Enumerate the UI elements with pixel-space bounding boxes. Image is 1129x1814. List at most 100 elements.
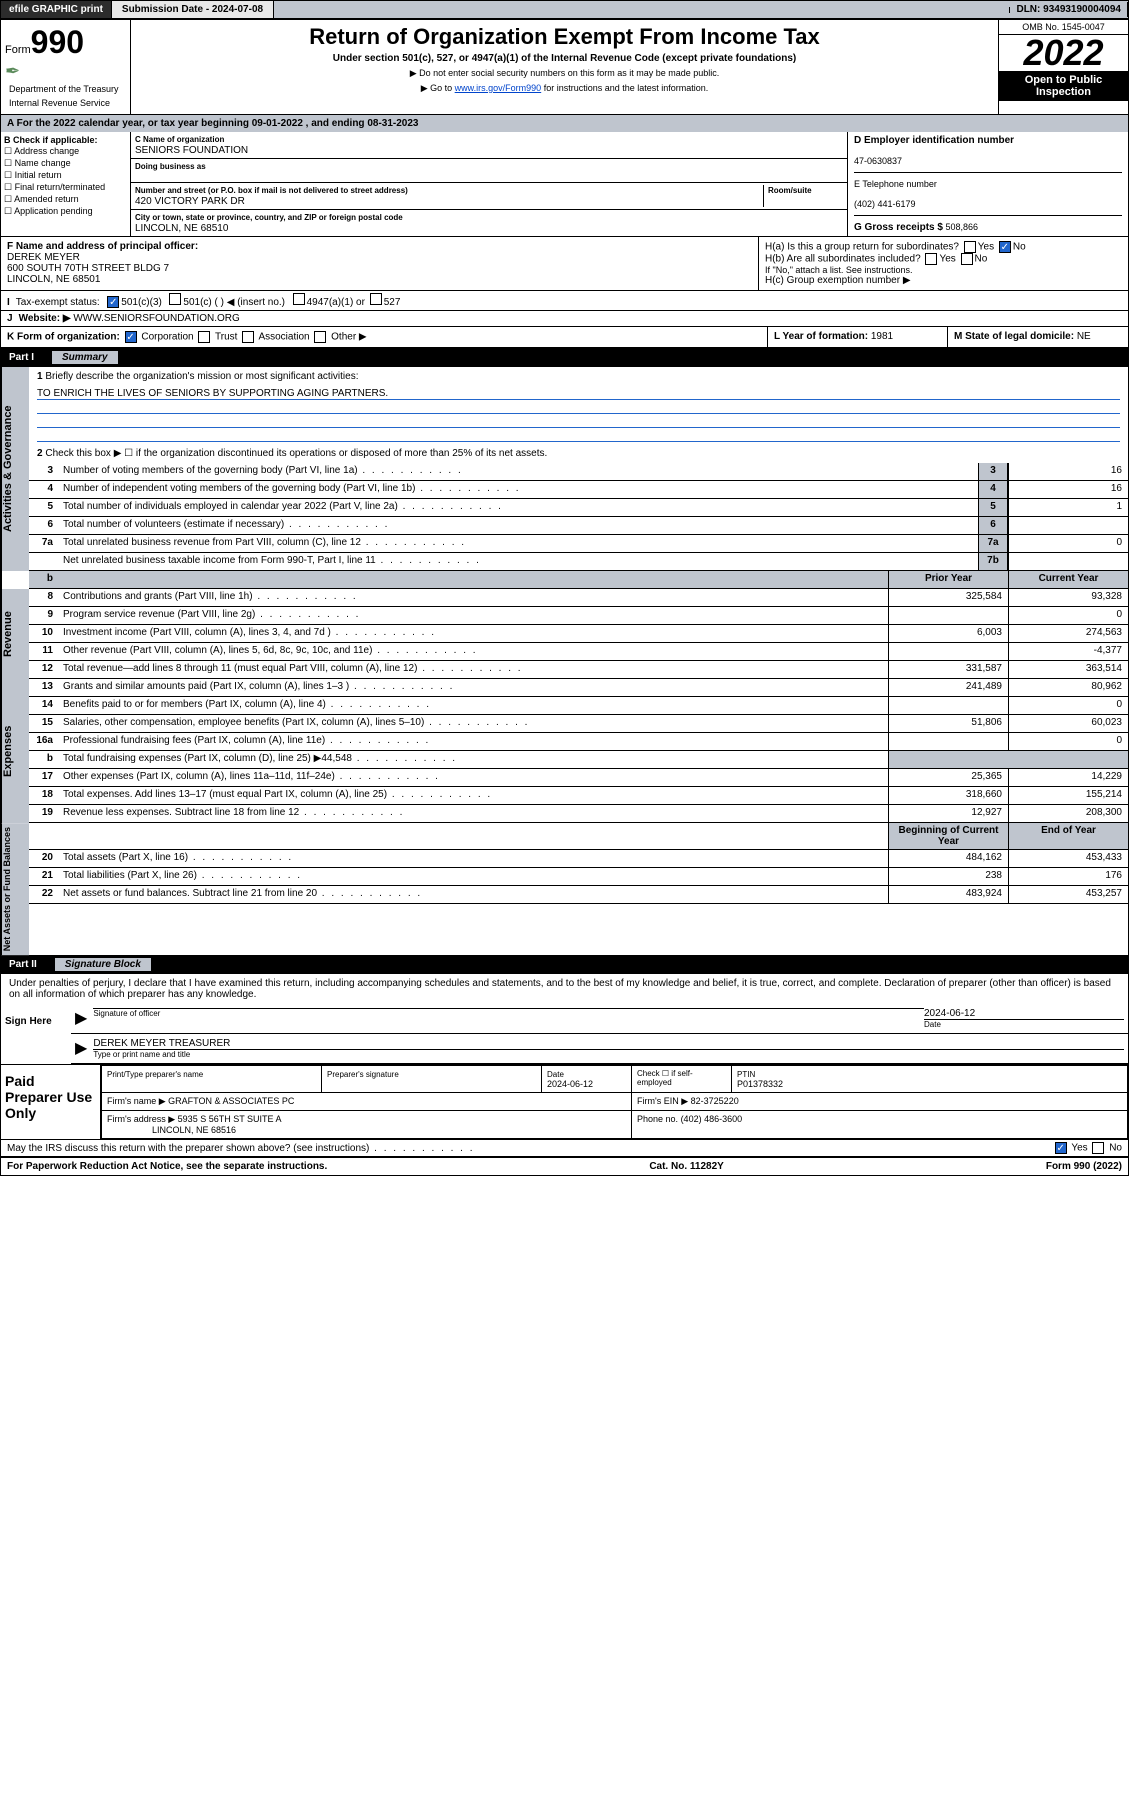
chk-address[interactable]: Address change xyxy=(4,146,127,157)
data-row: 7aTotal unrelated business revenue from … xyxy=(29,535,1128,553)
firm-addr: 5935 S 56TH ST SUITE A xyxy=(178,1114,282,1124)
dept: Department of the Treasury xyxy=(5,82,126,96)
chk-amended[interactable]: Amended return xyxy=(4,194,127,205)
data-row: 3Number of voting members of the governi… xyxy=(29,463,1128,481)
data-row: 19Revenue less expenses. Subtract line 1… xyxy=(29,805,1128,823)
side-governance: Activities & Governance xyxy=(1,367,29,571)
data-row: Net unrelated business taxable income fr… xyxy=(29,553,1128,571)
section-l: L Year of formation: 1981 xyxy=(768,327,948,347)
section-m: M State of legal domicile: NE xyxy=(948,327,1128,347)
col-headers-rev: b Prior Year Current Year xyxy=(29,571,1128,589)
data-row: 21Total liabilities (Part X, line 26)238… xyxy=(29,868,1128,886)
prep-phone: (402) 486-3600 xyxy=(681,1114,743,1124)
phone: (402) 441-6179 xyxy=(854,199,916,209)
org-name: SENIORS FOUNDATION xyxy=(135,145,248,156)
discuss-line: May the IRS discuss this return with the… xyxy=(1,1140,1128,1157)
prep-date: 2024-06-12 xyxy=(547,1079,593,1089)
section-deg: D Employer identification number 47-0630… xyxy=(848,132,1128,236)
sig-date: 2024-06-12 xyxy=(924,1008,975,1019)
sig-officer-label: Signature of officer xyxy=(93,1008,924,1018)
firm-name: GRAFTON & ASSOCIATES PC xyxy=(168,1096,294,1106)
chk-corp[interactable]: ✓ xyxy=(125,331,137,343)
gross-receipts: 508,866 xyxy=(945,222,978,232)
data-row: 13Grants and similar amounts paid (Part … xyxy=(29,679,1128,697)
firm-ein: 82-3725220 xyxy=(691,1096,739,1106)
paid-preparer-block: Paid Preparer Use Only Print/Type prepar… xyxy=(1,1065,1128,1140)
data-row: 14Benefits paid to or for members (Part … xyxy=(29,697,1128,715)
data-row: 22Net assets or fund balances. Subtract … xyxy=(29,886,1128,904)
form-number: 990 xyxy=(31,24,84,60)
l1-label: Briefly describe the organization's miss… xyxy=(45,371,358,382)
city: LINCOLN, NE 68510 xyxy=(135,223,228,234)
website: WWW.SENIORSFOUNDATION.ORG xyxy=(73,313,239,324)
tax-year: 2022 xyxy=(999,35,1128,71)
hb-no[interactable] xyxy=(961,253,973,265)
data-row: 6Total number of volunteers (estimate if… xyxy=(29,517,1128,535)
page-footer: For Paperwork Reduction Act Notice, see … xyxy=(1,1157,1128,1175)
top-toolbar: efile GRAPHIC print Submission Date - 20… xyxy=(0,0,1129,19)
ha-no[interactable]: ✓ xyxy=(999,241,1011,253)
chk-final[interactable]: Final return/terminated xyxy=(4,182,127,193)
col-headers-net: Beginning of Current Year End of Year xyxy=(29,823,1128,850)
arrow-icon: ▶ xyxy=(75,1008,87,1029)
side-revenue: Revenue xyxy=(1,589,29,679)
part2-header: Part II Signature Block xyxy=(1,955,1128,974)
l2-label: Check this box ▶ ☐ if the organization d… xyxy=(45,448,547,459)
chk-initial[interactable]: Initial return xyxy=(4,170,127,181)
form-prefix: Form xyxy=(5,44,31,56)
section-h: H(a) Is this a group return for subordin… xyxy=(758,237,1128,290)
data-row: 16aProfessional fundraising fees (Part I… xyxy=(29,733,1128,751)
gross-label: G Gross receipts $ xyxy=(854,222,943,233)
chk-pending[interactable]: Application pending xyxy=(4,206,127,217)
section-b: B Check if applicable: Address change Na… xyxy=(1,132,131,236)
section-a: A For the 2022 calendar year, or tax yea… xyxy=(1,115,1128,132)
officer-printed: DEREK MEYER TREASURER xyxy=(93,1038,230,1049)
form-header: Form990 ✒ Department of the Treasury Int… xyxy=(1,20,1128,115)
section-i: ITax-exempt status: ✓ 501(c)(3) 501(c) (… xyxy=(1,291,1128,311)
ein: 47-0630837 xyxy=(854,156,902,166)
chk-501c3[interactable]: ✓ xyxy=(107,296,119,308)
dln: DLN: 93493190004094 xyxy=(1010,2,1128,17)
form-subtitle: Under section 501(c), 527, or 4947(a)(1)… xyxy=(139,53,990,64)
form-title: Return of Organization Exempt From Incom… xyxy=(139,24,990,50)
data-row: 18Total expenses. Add lines 13–17 (must … xyxy=(29,787,1128,805)
data-row: bTotal fundraising expenses (Part IX, co… xyxy=(29,751,1128,769)
chk-name[interactable]: Name change xyxy=(4,158,127,169)
data-row: 10Investment income (Part VIII, column (… xyxy=(29,625,1128,643)
data-row: 8Contributions and grants (Part VIII, li… xyxy=(29,589,1128,607)
note-ssn: ▶ Do not enter social security numbers o… xyxy=(139,68,990,79)
section-c: C Name of organizationSENIORS FOUNDATION… xyxy=(131,132,848,236)
data-row: 17Other expenses (Part IX, column (A), l… xyxy=(29,769,1128,787)
sign-here-block: Sign Here ▶ Signature of officer 2024-06… xyxy=(1,1004,1128,1065)
self-employed-check: Check ☐ if self-employed xyxy=(632,1066,732,1093)
phone-label: E Telephone number xyxy=(854,179,937,189)
irs-link[interactable]: www.irs.gov/Form990 xyxy=(455,83,542,93)
side-netassets: Net Assets or Fund Balances xyxy=(1,823,29,955)
section-j: JWebsite: ▶ WWW.SENIORSFOUNDATION.ORG xyxy=(1,311,1128,327)
section-k: K Form of organization: ✓ Corporation Tr… xyxy=(1,327,768,347)
data-row: 5Total number of individuals employed in… xyxy=(29,499,1128,517)
section-f: F Name and address of principal officer:… xyxy=(1,237,758,290)
discuss-no[interactable] xyxy=(1092,1142,1104,1154)
data-row: 11Other revenue (Part VIII, column (A), … xyxy=(29,643,1128,661)
irs: Internal Revenue Service xyxy=(5,96,126,110)
data-row: 9Program service revenue (Part VIII, lin… xyxy=(29,607,1128,625)
data-row: 20Total assets (Part X, line 16)484,1624… xyxy=(29,850,1128,868)
submission-date: Submission Date - 2024-07-08 xyxy=(112,1,274,18)
part1-header: Part I Summary xyxy=(1,348,1128,367)
hc-exemption: H(c) Group exemption number ▶ xyxy=(765,275,1122,286)
data-row: 15Salaries, other compensation, employee… xyxy=(29,715,1128,733)
feather-icon: ✒ xyxy=(5,61,126,82)
mission-text: TO ENRICH THE LIVES OF SENIORS BY SUPPOR… xyxy=(37,388,1120,400)
declaration: Under penalties of perjury, I declare th… xyxy=(1,974,1128,1004)
ein-label: D Employer identification number xyxy=(854,135,1014,146)
arrow-icon: ▶ xyxy=(75,1038,87,1059)
data-row: 4Number of independent voting members of… xyxy=(29,481,1128,499)
inspection-badge: Open to Public Inspection xyxy=(999,71,1128,101)
efile-button[interactable]: efile GRAPHIC print xyxy=(1,1,112,18)
hb-yes[interactable] xyxy=(925,253,937,265)
street: 420 VICTORY PARK DR xyxy=(135,196,245,207)
side-expenses: Expenses xyxy=(1,679,29,823)
ha-yes[interactable] xyxy=(964,241,976,253)
discuss-yes[interactable]: ✓ xyxy=(1055,1142,1067,1154)
